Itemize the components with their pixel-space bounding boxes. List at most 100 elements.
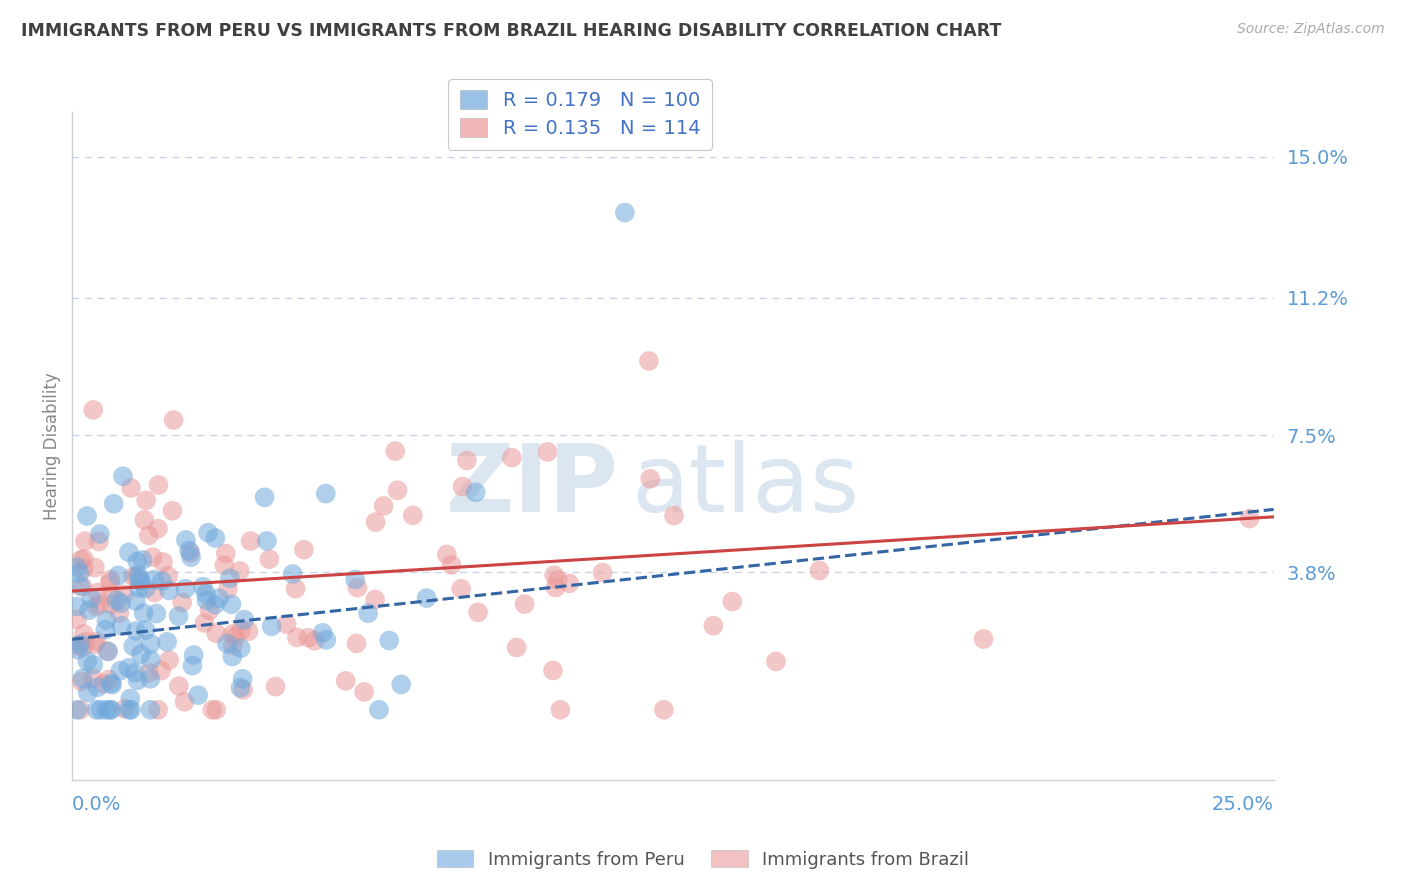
Point xyxy=(973,632,995,646)
Point xyxy=(82,402,104,417)
Point xyxy=(96,613,118,627)
Point xyxy=(638,354,661,368)
Point xyxy=(76,685,98,699)
Point xyxy=(765,655,787,669)
Point xyxy=(77,603,100,617)
Point xyxy=(86,680,108,694)
Point xyxy=(117,661,139,675)
Point xyxy=(103,497,125,511)
Point xyxy=(100,588,122,602)
Point xyxy=(264,680,287,694)
Point xyxy=(174,582,197,596)
Point xyxy=(215,637,238,651)
Point xyxy=(138,665,160,680)
Point xyxy=(167,609,190,624)
Point xyxy=(368,703,391,717)
Y-axis label: Hearing Disability: Hearing Disability xyxy=(44,373,60,520)
Point xyxy=(276,617,298,632)
Point xyxy=(198,603,221,617)
Point xyxy=(132,606,155,620)
Point xyxy=(162,504,184,518)
Point xyxy=(389,677,412,691)
Point xyxy=(145,607,167,621)
Point xyxy=(86,585,108,599)
Point xyxy=(225,629,247,643)
Point xyxy=(281,566,304,581)
Point xyxy=(172,595,194,609)
Point xyxy=(201,703,224,717)
Point xyxy=(232,682,254,697)
Point xyxy=(110,664,132,678)
Point xyxy=(73,534,96,549)
Point xyxy=(111,469,134,483)
Point xyxy=(73,561,96,575)
Point xyxy=(97,673,120,687)
Point xyxy=(353,685,375,699)
Point xyxy=(204,531,226,545)
Point xyxy=(122,569,145,583)
Point xyxy=(101,678,124,692)
Point xyxy=(157,569,180,583)
Text: ZIP: ZIP xyxy=(446,441,619,533)
Point xyxy=(127,554,149,568)
Point xyxy=(98,573,121,587)
Point xyxy=(80,591,103,606)
Point xyxy=(72,672,94,686)
Point xyxy=(541,664,564,678)
Point xyxy=(100,676,122,690)
Point xyxy=(260,619,283,633)
Point xyxy=(66,703,89,717)
Point xyxy=(124,665,146,680)
Point xyxy=(214,558,236,573)
Point xyxy=(231,624,253,638)
Point xyxy=(180,550,202,565)
Point xyxy=(253,491,276,505)
Point xyxy=(120,691,142,706)
Point xyxy=(221,649,243,664)
Point xyxy=(87,534,110,549)
Point xyxy=(702,619,724,633)
Point xyxy=(440,558,463,572)
Point xyxy=(547,573,569,587)
Point xyxy=(208,591,231,606)
Point xyxy=(239,534,262,549)
Point xyxy=(284,582,307,596)
Point xyxy=(592,566,614,580)
Point xyxy=(315,632,337,647)
Point xyxy=(221,627,243,641)
Point xyxy=(157,653,180,667)
Point xyxy=(181,658,204,673)
Point xyxy=(364,592,387,607)
Point xyxy=(157,583,180,598)
Point xyxy=(69,703,91,717)
Point xyxy=(142,550,165,565)
Point xyxy=(112,587,135,601)
Point xyxy=(118,703,141,717)
Point xyxy=(146,522,169,536)
Point xyxy=(346,581,368,595)
Point xyxy=(75,634,97,648)
Point xyxy=(229,641,252,656)
Point xyxy=(94,623,117,637)
Point xyxy=(66,642,89,657)
Point xyxy=(107,568,129,582)
Point xyxy=(134,623,156,637)
Point xyxy=(72,580,94,594)
Point xyxy=(384,444,406,458)
Point xyxy=(114,702,136,716)
Point xyxy=(205,703,228,717)
Point xyxy=(259,552,281,566)
Point xyxy=(219,571,242,585)
Point xyxy=(721,594,744,608)
Point xyxy=(335,673,357,688)
Point xyxy=(501,450,523,465)
Point xyxy=(122,639,145,653)
Point xyxy=(467,605,489,619)
Point xyxy=(135,582,157,596)
Point xyxy=(543,568,565,582)
Point xyxy=(135,493,157,508)
Point xyxy=(134,513,156,527)
Point xyxy=(204,598,226,612)
Text: Source: ZipAtlas.com: Source: ZipAtlas.com xyxy=(1237,22,1385,37)
Point xyxy=(139,653,162,667)
